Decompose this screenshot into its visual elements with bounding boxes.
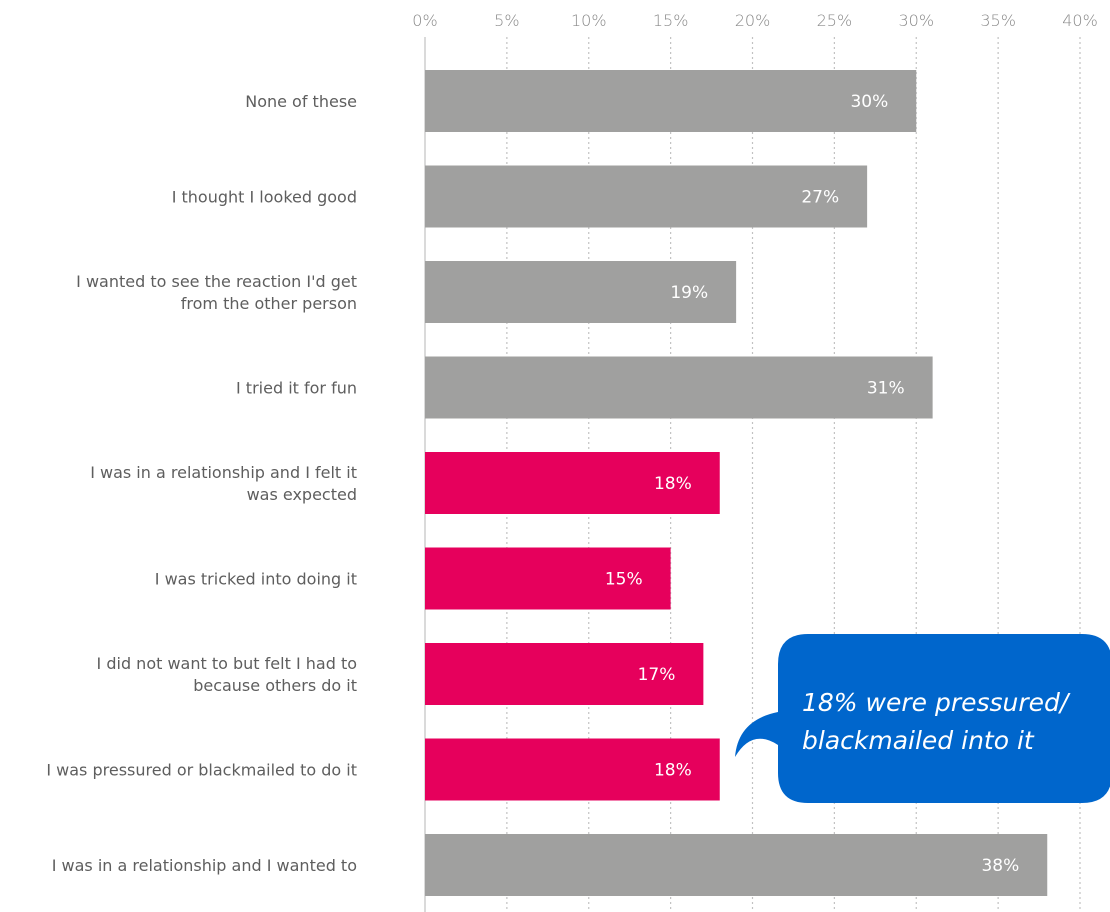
bar — [425, 165, 868, 228]
bar-value-label: 15% — [605, 570, 643, 590]
x-tick-label: 5% — [494, 11, 519, 30]
bar — [425, 452, 720, 514]
category-label: I was pressured or blackmailed to do it — [46, 761, 357, 780]
category-label: was expected — [247, 485, 357, 504]
x-tick-label: 20% — [735, 11, 771, 30]
bar — [425, 643, 704, 705]
bar-value-label: 38% — [981, 856, 1019, 876]
category-label: I was in a relationship and I wanted to — [52, 856, 357, 875]
bar-value-label: 17% — [638, 665, 676, 685]
category-label: None of these — [245, 92, 357, 111]
bar — [425, 261, 737, 323]
x-tick-label: 25% — [817, 11, 853, 30]
bar-value-label: 31% — [867, 379, 905, 399]
bar — [425, 70, 917, 132]
x-tick-label: 10% — [571, 11, 607, 30]
category-label: I tried it for fun — [236, 379, 357, 398]
category-label: I thought I looked good — [172, 188, 357, 207]
x-tick-label: 40% — [1062, 11, 1098, 30]
category-label: I wanted to see the reaction I'd get — [76, 272, 357, 291]
callout-bubble — [735, 634, 1110, 803]
callout: 18% were pressured/ blackmailed into it — [735, 634, 1110, 803]
category-label: I was tricked into doing it — [155, 570, 357, 589]
bar — [425, 738, 720, 801]
category-label: from the other person — [181, 294, 357, 313]
bar-value-label: 18% — [654, 474, 692, 494]
bar — [425, 356, 933, 419]
bars: 30% 27% 19% 31% 18% 15% 17% 18% 38% — [425, 70, 1048, 896]
category-labels: None of these I thought I looked good I wa… — [46, 92, 357, 875]
x-axis-ticks: 0% 5% 10% 15% 20% 25% 30% 35% 40% — [412, 11, 1097, 30]
x-tick-label: 30% — [898, 11, 934, 30]
x-tick-label: 0% — [412, 11, 437, 30]
category-label: because others do it — [193, 676, 357, 695]
callout-text-line-1: 18% were pressured/ — [802, 688, 1071, 717]
category-label: I did not want to but felt I had to — [97, 654, 357, 673]
bar-value-label: 18% — [654, 761, 692, 781]
callout-text-line-2: blackmailed into it — [802, 726, 1035, 755]
bar-value-label: 30% — [850, 92, 888, 112]
bar — [425, 547, 671, 610]
bar-value-label: 19% — [670, 283, 708, 303]
x-tick-label: 35% — [980, 11, 1016, 30]
x-tick-label: 15% — [653, 11, 689, 30]
bar — [425, 834, 1048, 896]
bar-value-label: 27% — [801, 188, 839, 208]
category-label: I was in a relationship and I felt it — [90, 463, 357, 482]
